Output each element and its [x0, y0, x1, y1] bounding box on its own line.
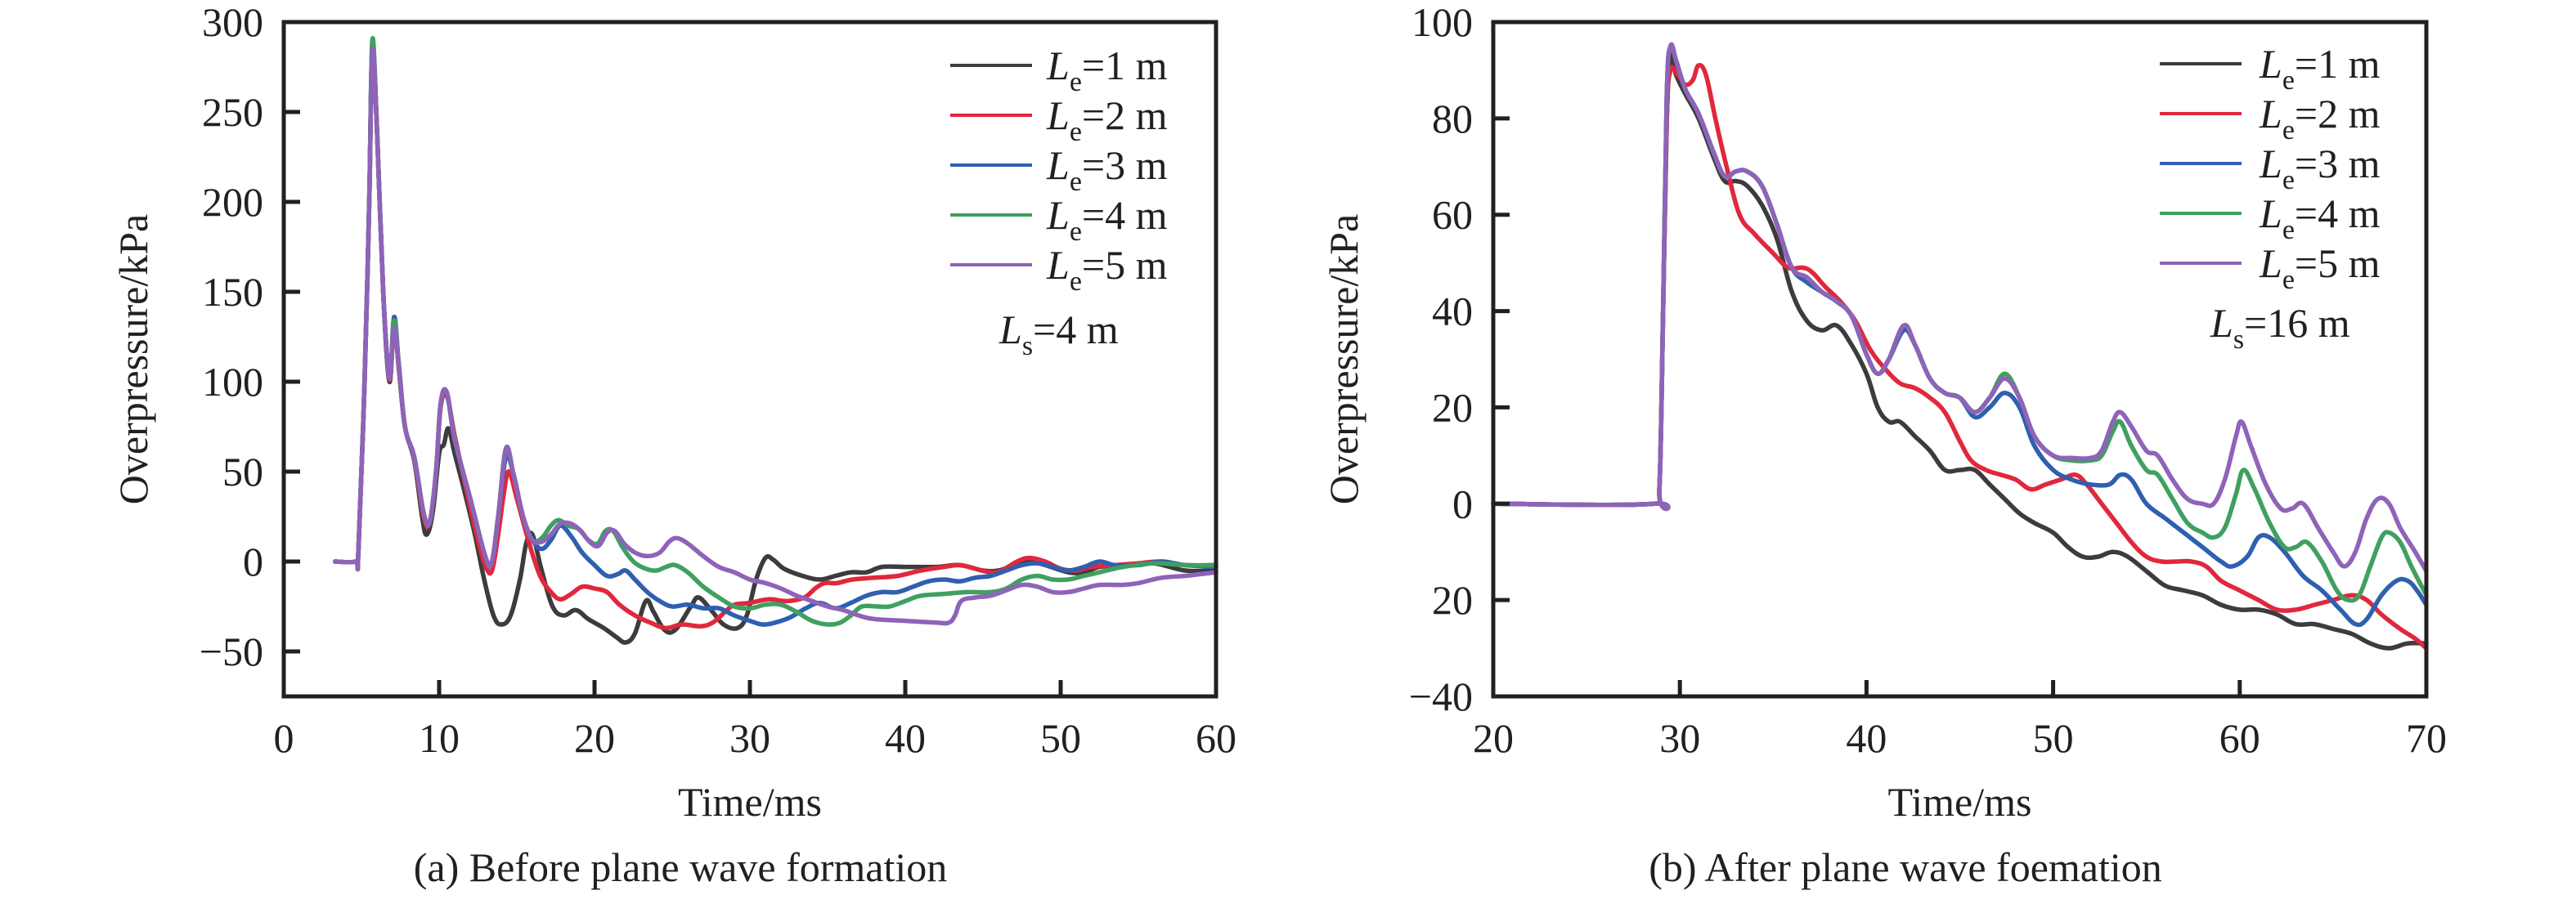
legend-label: Le=1 m [2259, 41, 2381, 96]
y-tick-label: 20 [1432, 384, 1473, 430]
legend-label: Le=1 m [1046, 43, 1168, 97]
y-tick-label: 250 [202, 89, 263, 135]
x-tick-label: 30 [1659, 715, 1700, 761]
legend-item: Le=3 m [2160, 141, 2381, 195]
legend-item: Le=5 m [2160, 240, 2381, 295]
panel-b: 20 30 40 50 60 70−4020020406080100Overpressur… [1321, 0, 2447, 890]
series-line-4 [332, 36, 1218, 627]
legend-item: Le=4 m [2160, 190, 2381, 245]
annotation-ls: Ls=16 m [2210, 300, 2350, 355]
x-tick-label: 10 [419, 715, 460, 761]
y-tick-label: −40 [1409, 674, 1473, 719]
legend-item: Le=1 m [950, 43, 1168, 97]
legend-item: Le=2 m [2160, 91, 2381, 145]
x-tick-label: 60 [2219, 715, 2260, 761]
series-line-3 [332, 39, 1218, 627]
series-line-2 [1491, 62, 2429, 651]
y-tick-label: 50 [222, 449, 263, 495]
x-tick-label: 40 [1846, 715, 1887, 761]
y-tick-label: 60 [1432, 192, 1473, 238]
x-tick-label: 0 [274, 715, 294, 761]
legend-item: Le=4 m [950, 192, 1168, 247]
legend-label: Le=4 m [2259, 190, 2381, 245]
y-tick-label: 100 [202, 359, 263, 405]
x-tick-label: 30 [729, 715, 770, 761]
x-tick-label: 20 [1473, 715, 1514, 761]
y-tick-label: 100 [1411, 0, 1473, 45]
legend-label: Le=3 m [1046, 142, 1168, 197]
y-tick-label: 80 [1432, 96, 1473, 141]
y-tick-label: 300 [202, 0, 263, 45]
x-tick-label: 60 [1196, 715, 1236, 761]
figure-caption: (a) Before plane wave formation [414, 844, 947, 890]
x-axis-title: Time/ms [678, 779, 822, 825]
series-line-5 [1491, 42, 2429, 574]
legend: Le=1 mLe=2 mLe=3 mLe=4 mLe=5 m [2160, 41, 2381, 295]
legend-label: Le=3 m [2259, 141, 2381, 195]
legend-item: Le=1 m [2160, 41, 2381, 96]
figure-caption: (b) After plane wave foemation [1649, 844, 2162, 890]
y-axis-title: Overpressure/kPa [1321, 214, 1367, 504]
y-tick-label: −50 [200, 629, 263, 674]
y-tick-label: 150 [202, 269, 263, 315]
legend-label: Le=5 m [1046, 242, 1168, 297]
legend-item: Le=2 m [950, 92, 1168, 147]
x-tick-label: 50 [2033, 715, 2074, 761]
legend-label: Le=5 m [2259, 240, 2381, 295]
x-tick-label: 50 [1040, 715, 1081, 761]
y-tick-label: 200 [202, 179, 263, 225]
legend-item: Le=3 m [950, 142, 1168, 197]
series-line-5 [332, 47, 1218, 626]
legend-label: Le=2 m [1046, 92, 1168, 147]
legend: Le=1 mLe=2 mLe=3 mLe=4 mLe=5 m [950, 43, 1168, 297]
annotation-ls: Ls=4 m [999, 307, 1119, 361]
x-tick-label: 70 [2406, 715, 2447, 761]
legend-item: Le=5 m [950, 242, 1168, 297]
y-tick-label: 0 [1452, 481, 1473, 526]
legend-label: Le=4 m [1046, 192, 1168, 247]
legend-label: Le=2 m [2259, 91, 2381, 145]
plot-frame [1491, 20, 2429, 699]
x-tick-label: 20 [574, 715, 615, 761]
x-axis-title: Time/ms [1887, 779, 2031, 825]
y-tick-label: 0 [243, 539, 263, 584]
y-tick-label: 40 [1432, 289, 1473, 334]
y-tick-label: 20 [1432, 577, 1473, 623]
x-tick-label: 40 [885, 715, 926, 761]
y-axis-title: Overpressure/kPa [110, 214, 156, 504]
panel-a: 0 10 20 30 40 50 60−50050100150200250300Overpr… [110, 0, 1236, 890]
